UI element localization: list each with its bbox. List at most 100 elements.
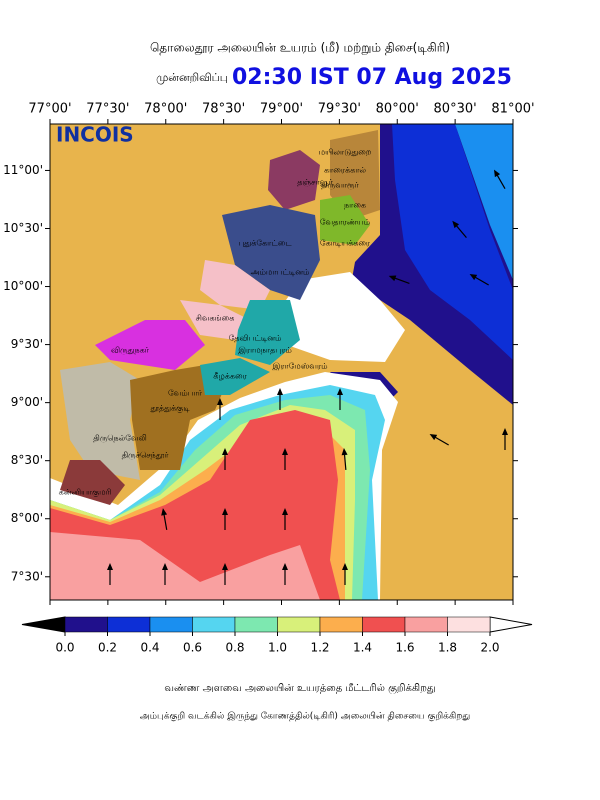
colorbar-under <box>21 616 66 633</box>
colorbar-swatch <box>64 616 108 633</box>
arrow-head <box>282 448 288 455</box>
colorbar-label: 1.2 <box>310 641 329 655</box>
lon-label: 79°00' <box>260 102 303 117</box>
colorbar-swatch <box>192 616 236 633</box>
lat-label: 10°00' <box>3 279 43 293</box>
place-label: திருச்செந்தூர் <box>122 451 170 461</box>
wave-arrow <box>217 398 223 420</box>
forecast-time: 02:30 IST 07 Aug 2025 <box>232 65 512 90</box>
lat-label: 9°30' <box>11 337 43 351</box>
district <box>222 205 320 300</box>
district <box>320 195 370 245</box>
colorbar-label: 0.0 <box>55 641 74 655</box>
colorbar-label: 0.2 <box>98 641 117 655</box>
arrow-head <box>161 508 168 516</box>
sea <box>455 124 513 280</box>
wave-arrow <box>502 428 508 450</box>
arrow-head <box>469 274 478 281</box>
wave-arrow <box>282 563 288 585</box>
colorbar-label: 1.6 <box>395 641 414 655</box>
lon-label: 78°30' <box>202 102 245 117</box>
arrow-head <box>217 398 223 405</box>
sea <box>272 272 405 362</box>
caption: வண்ண அளவை அலையின் உயரத்தை மீட்டரில் குறி… <box>164 683 435 695</box>
arrow-head <box>429 434 438 441</box>
colorbar-label: 1.8 <box>438 641 457 655</box>
place-label: காரைக்கால் <box>324 166 366 175</box>
place-label: வேதாரண்யம் <box>320 218 370 227</box>
lon-label: 77°00' <box>28 102 71 117</box>
lon-label: 80°00' <box>376 102 419 117</box>
wave-arrow <box>469 274 489 286</box>
colorbar-over <box>489 616 533 633</box>
wave-arrow <box>162 563 168 585</box>
lat-label: 8°00' <box>11 511 43 525</box>
wave-arrow <box>341 448 348 471</box>
place-label: தூத்துக்குடி <box>150 404 190 414</box>
arrow-head <box>277 388 283 395</box>
wave-arrow <box>282 448 288 470</box>
wave-arrow <box>277 388 283 410</box>
lat-label: 10°30' <box>3 221 43 235</box>
caption: அம்புக்குறி வடக்கில் இருந்து கோணத்தில்(ட… <box>140 712 470 723</box>
arrow-head <box>494 169 501 178</box>
lon-label: 77°30' <box>86 102 129 117</box>
wave-arrow <box>452 220 467 239</box>
district <box>180 300 250 340</box>
place-label: அம்மாபட்டினம் <box>251 268 310 277</box>
sea <box>392 124 513 360</box>
colorbar-label: 0.6 <box>183 641 202 655</box>
place-label: கன்னியாகுமரி <box>59 488 112 498</box>
place-label: சிவகங்கை <box>196 314 235 323</box>
wave-arrow <box>282 508 288 530</box>
arrow-head <box>342 563 348 570</box>
lon-label: 79°30' <box>318 102 361 117</box>
place-label: திருவாரூர் <box>321 181 359 191</box>
colorbar-label: 0.4 <box>140 641 159 655</box>
wave-arrow <box>161 508 168 530</box>
place-label: தேவிபட்டினம் <box>229 334 282 343</box>
arrow-head <box>452 220 460 229</box>
place-label: நாகை <box>344 201 366 210</box>
wave-arrow <box>222 448 228 470</box>
arrow-head <box>222 448 228 455</box>
colorbar-swatch <box>234 616 278 633</box>
wave-arrow <box>388 275 410 284</box>
wave-arrow <box>107 563 113 585</box>
wave-arrow <box>342 563 348 585</box>
arrow-head <box>282 508 288 515</box>
place-label: திருநெல்வேலி <box>93 434 146 444</box>
colorbar-label: 1.0 <box>268 641 287 655</box>
lat-label: 8°30' <box>11 453 43 467</box>
colorbar-label: 0.8 <box>225 641 244 655</box>
arrow-head <box>388 275 397 282</box>
place-label: கோடியக்கரை <box>320 239 371 248</box>
place-label: கீழக்கரை <box>213 372 247 381</box>
place-label: மயிலாடுதுறை <box>319 148 372 158</box>
district <box>60 460 125 505</box>
lon-label: 80°30' <box>434 102 477 117</box>
arrow-head <box>337 388 343 395</box>
arrow-head <box>502 428 508 435</box>
forecast-label: முன்னறிவிப்பு <box>156 71 228 84</box>
arrow-head <box>341 448 348 456</box>
wave-arrow <box>494 169 506 189</box>
colorbar-swatch <box>447 616 491 633</box>
place-label: இராமேஸ்வரம் <box>272 362 327 372</box>
colorbar-swatch <box>107 616 151 633</box>
lat-label: 9°00' <box>11 395 43 409</box>
wave-arrow <box>222 508 228 530</box>
arrow-head <box>107 563 113 570</box>
district <box>95 320 205 370</box>
colorbar-swatch <box>149 616 193 633</box>
arrow-head <box>282 563 288 570</box>
lat-label: 11°00' <box>3 163 43 177</box>
place-label: புதுக்கோட்டை <box>238 239 292 249</box>
district <box>268 150 320 210</box>
lat-label: 7°30' <box>11 569 43 583</box>
colorbar-swatch <box>362 616 406 633</box>
wave-arrow <box>222 563 228 585</box>
district <box>60 362 140 480</box>
wave-arrow <box>429 434 449 446</box>
